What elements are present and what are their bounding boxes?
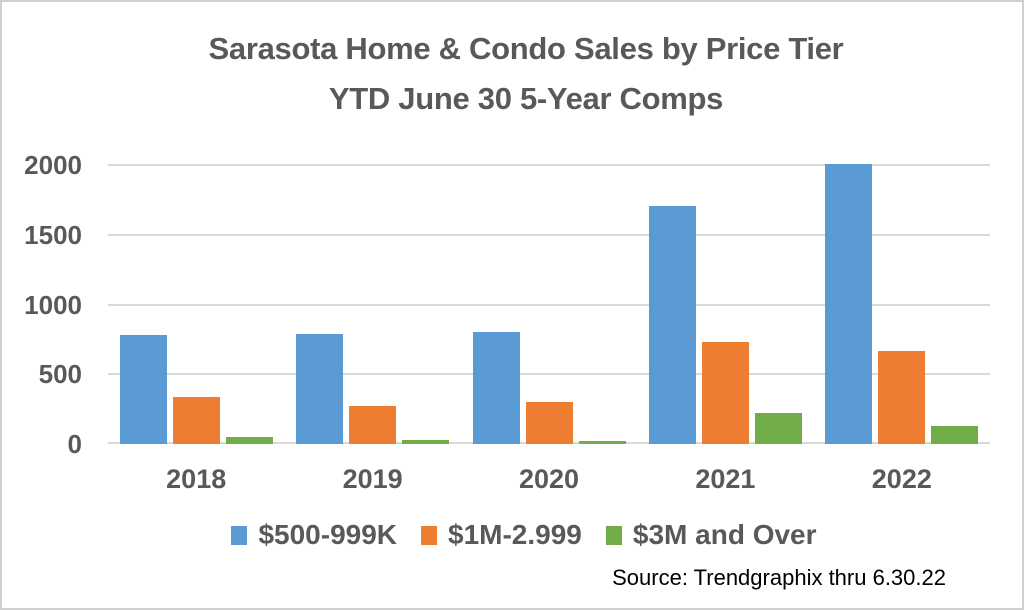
bar-group-2019: [284, 165, 460, 444]
legend-swatch-500-999k: [231, 525, 248, 545]
bar-2020-1m-2-999: [525, 401, 573, 444]
bar-2019-500-999k: [296, 333, 344, 444]
page-title: Sarasota Home & Condo Sales by Price Tie…: [30, 24, 1022, 124]
gridline-2000: [108, 164, 990, 166]
gridline-1000: [108, 303, 990, 306]
legend-swatch-3m-and-over: [605, 525, 622, 545]
y-tick-label-500: 500: [38, 359, 82, 390]
bar-group-2022: [814, 164, 990, 444]
legend-label-1m-2-999: $1M-2.999: [448, 519, 582, 550]
x-tick-label-2019: 2019: [342, 464, 403, 494]
bar-group-2018: [108, 165, 284, 444]
x-tick-label-2020: 2020: [518, 464, 580, 494]
x-tick-label-2022: 2022: [871, 464, 932, 494]
legend-label-500-999k: $500-999K: [258, 519, 398, 550]
legend-label-3m-and-over: $3M and Over: [632, 519, 817, 550]
y-tick-label-1500: 1500: [24, 219, 82, 250]
y-tick-label-2000: 2000: [24, 150, 82, 180]
title-line-1: Sarasota Home & Condo Sales by Price Tie…: [208, 31, 844, 66]
bar-2020-500-999k: [472, 331, 520, 444]
legend: $500-999K $1M-2.999 $3M and Over: [26, 519, 1022, 551]
legend-item-500-999k: $500-999K: [231, 519, 397, 551]
bar-2021-500-999k: [648, 205, 696, 444]
x-tick-label-2021: 2021: [695, 464, 756, 494]
bar-2019-3m-and-over: [402, 439, 450, 444]
bar-2018-3m-and-over: [225, 437, 273, 444]
gridline-1500: [108, 233, 990, 236]
bar-2018-1m-2-999: [172, 397, 220, 444]
bar-group-2020: [461, 165, 637, 444]
bar-2021-3m-and-over: [754, 413, 802, 444]
bar-2022-1m-2-999: [878, 351, 926, 444]
x-axis: 2018 2019 2020 2021 2022: [108, 464, 990, 495]
bar-2018-500-999k: [119, 335, 167, 444]
bar-group-2021: [637, 165, 813, 444]
legend-swatch-1m-2-999: [421, 525, 438, 545]
bar-2022-3m-and-over: [931, 425, 979, 444]
bar-groups: [108, 164, 990, 444]
y-tick-label-0: 0: [67, 429, 82, 459]
y-axis: 0 500 1000 1500 2000: [2, 152, 82, 457]
x-tick-label-2018: 2018: [166, 464, 227, 494]
legend-item-3m-and-over: $3M and Over: [605, 519, 817, 551]
title-line-2: YTD June 30 5-Year Comps: [328, 81, 724, 116]
legend-item-1m-2-999: $1M-2.999: [421, 519, 582, 551]
bar-2020-3m-and-over: [578, 440, 626, 444]
plot-area: [108, 164, 990, 444]
bar-2019-1m-2-999: [349, 406, 397, 444]
bar-2021-1m-2-999: [701, 342, 749, 444]
bar-2022-500-999k: [825, 164, 873, 444]
gridline-500: [108, 373, 990, 376]
source-note: Source: Trendgraphix thru 6.30.22: [612, 565, 946, 590]
y-tick-label-1000: 1000: [24, 289, 82, 320]
